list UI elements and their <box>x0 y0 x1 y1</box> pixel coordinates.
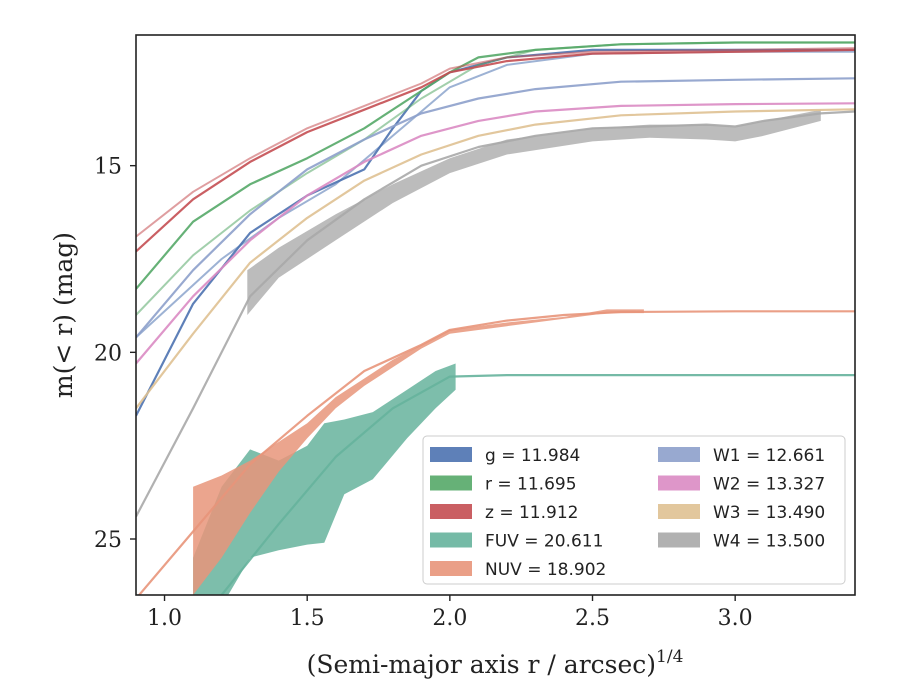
series-line-z-secondary <box>136 47 855 238</box>
legend-frame <box>422 435 846 585</box>
series-line-w1 <box>136 77 855 339</box>
series-line-fuv <box>220 374 855 595</box>
y-tick-label: 15 <box>94 155 122 180</box>
legend-swatch <box>658 504 700 519</box>
band-w4 <box>247 109 821 315</box>
legend: g = 11.984 r = 11.695 z = 11.912 FUV = 20.6… <box>422 435 846 585</box>
x-tick-label: 1.0 <box>147 606 182 631</box>
x-axis-ticks: 1.0 1.5 2.0 2.5 3.0 <box>147 595 753 631</box>
x-tick-label: 1.5 <box>290 606 325 631</box>
series-line-w3 <box>136 108 855 409</box>
legend-label: r = 11.695 <box>485 475 577 495</box>
x-tick-label: 3.0 <box>718 606 753 631</box>
bands-layer <box>193 109 821 595</box>
band-nuv <box>193 309 644 595</box>
legend-label: FUV = 20.611 <box>485 532 603 552</box>
x-axis-title: (Semi-major axis r / arcsec)1/4 <box>307 647 684 679</box>
legend-swatch <box>430 475 472 491</box>
band-fuv <box>193 363 456 595</box>
legend-swatch <box>658 447 700 462</box>
x-tick-label: 2.5 <box>575 606 610 631</box>
legend-swatch <box>658 475 700 491</box>
lines-layer <box>136 41 855 595</box>
x-tick-label: 2.0 <box>432 606 467 631</box>
series-line-w2 <box>136 102 855 365</box>
series-line-r-secondary <box>136 41 855 316</box>
legend-swatch <box>430 504 472 519</box>
legend-swatch <box>430 561 472 576</box>
legend-label: g = 11.984 <box>485 446 580 466</box>
x-axis-label: (Semi-major axis r / arcsec) <box>307 650 656 679</box>
legend-swatch <box>430 532 472 548</box>
legend-label: W4 = 13.500 <box>713 532 825 552</box>
legend-label: W1 = 12.661 <box>713 446 825 466</box>
legend-label: W3 = 13.490 <box>713 503 825 523</box>
legend-label: z = 11.912 <box>485 503 578 523</box>
y-axis-ticks: 15 20 25 <box>94 155 136 553</box>
legend-label: W2 = 13.327 <box>713 475 825 495</box>
x-axis-label-superscript: 1/4 <box>656 647 683 667</box>
y-axis-title: m(< r) (mag) <box>49 232 78 398</box>
series-line-nuv <box>137 310 855 595</box>
series-line-w4 <box>136 110 855 518</box>
plot-frame <box>135 34 856 596</box>
y-tick-label: 25 <box>94 528 122 553</box>
legend-swatch <box>658 532 700 548</box>
legend-label: NUV = 18.902 <box>485 560 606 580</box>
y-tick-label: 20 <box>94 341 122 366</box>
series-line-z <box>136 48 855 253</box>
legend-swatch <box>430 447 472 462</box>
